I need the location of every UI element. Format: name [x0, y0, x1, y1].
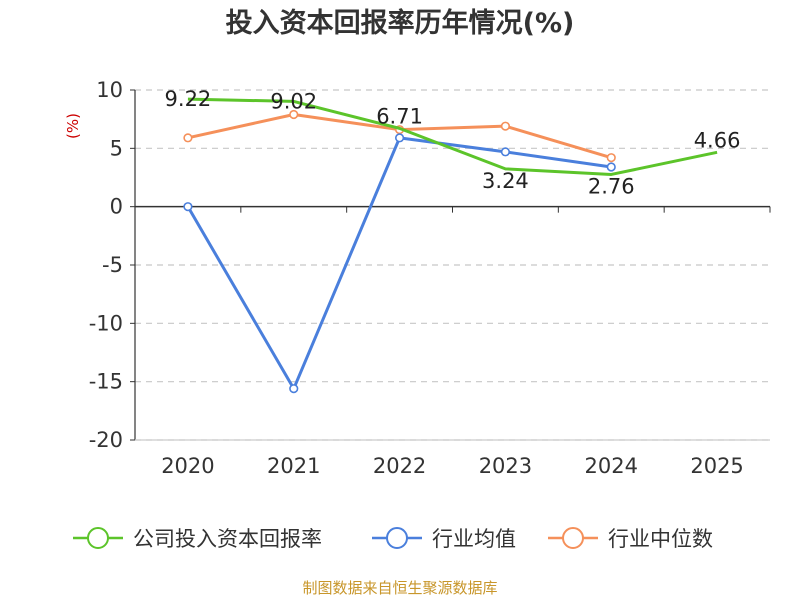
series-point-2: [606, 153, 616, 163]
data-label: 4.66: [694, 128, 741, 152]
y-tick-label: 10: [96, 78, 123, 102]
legend-label: 公司投入资本回报率: [133, 527, 322, 551]
y-tick-label: -20: [89, 428, 123, 452]
series-point-2: [500, 121, 511, 131]
legend-marker: [562, 527, 584, 549]
data-label: 2.76: [588, 174, 635, 198]
chart-title: 投入资本回报率历年情况(%): [226, 7, 575, 39]
series-point-1: [394, 133, 405, 143]
x-tick-label: 2022: [373, 454, 426, 478]
series-line-1: [186, 136, 612, 391]
series-point-1: [606, 162, 616, 172]
x-tick-label: 2021: [267, 454, 320, 478]
x-tick-label: 2025: [690, 454, 743, 478]
legend-label: 行业中位数: [608, 527, 713, 551]
x-tick-label: 2020: [161, 454, 214, 478]
series-point-1: [183, 202, 193, 212]
y-tick-label: -15: [89, 370, 123, 394]
data-label: 9.22: [165, 87, 212, 111]
y-tick-label: -5: [102, 253, 123, 277]
series-point-2: [289, 109, 299, 120]
y-axis-label: (%): [64, 113, 82, 139]
y-tick-label: 0: [110, 195, 123, 219]
legend-label: 行业均值: [432, 527, 516, 551]
legend-marker: [87, 527, 109, 549]
x-tick-label: 2023: [479, 454, 532, 478]
source-note: 制图数据来自恒生聚源数据库: [302, 579, 497, 597]
y-tick-label: 5: [110, 136, 123, 160]
x-tick-label: 2024: [585, 454, 638, 478]
series-point-1: [289, 384, 299, 394]
series-line-0: [187, 97, 718, 176]
data-label: 6.71: [376, 104, 423, 128]
series-point-1: [500, 147, 511, 157]
data-label: 9.02: [270, 89, 317, 113]
data-label: 3.24: [482, 169, 529, 193]
y-tick-label: -10: [89, 311, 123, 335]
series-point-2: [183, 133, 193, 143]
legend-marker: [386, 527, 408, 549]
